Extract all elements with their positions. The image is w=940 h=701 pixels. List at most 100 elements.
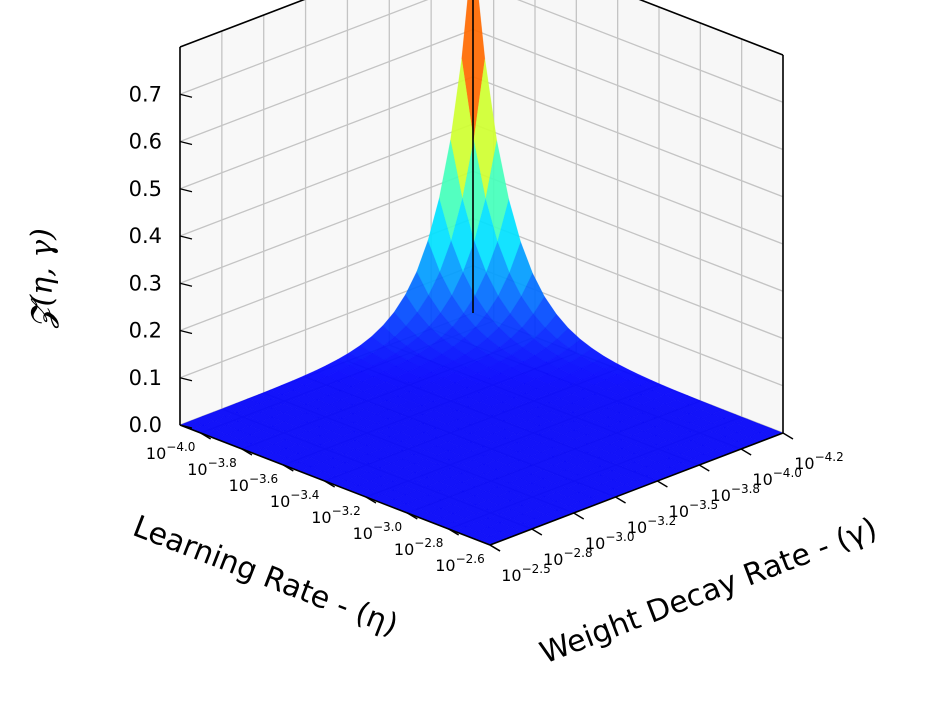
surface-cell <box>331 444 357 455</box>
surface-cell <box>589 483 615 494</box>
surface-cell <box>352 418 378 428</box>
tick-mark <box>698 464 710 472</box>
surface-cell <box>416 239 441 296</box>
surface-cell <box>633 448 658 459</box>
surface-cell <box>236 416 262 427</box>
wall-grid-z <box>472 76 784 198</box>
surface-cell <box>387 414 413 424</box>
surface-cell <box>550 434 576 444</box>
surface-cell <box>654 422 680 432</box>
surface-cell <box>520 272 545 315</box>
surface-cell <box>305 399 330 410</box>
surface-cell <box>428 271 453 314</box>
surface-cell <box>436 450 462 461</box>
z-tick-label: 0.5 <box>129 177 162 201</box>
surface-cell <box>386 405 412 415</box>
surface-cell <box>303 380 329 391</box>
surface-cell <box>401 454 427 465</box>
surface-cell <box>460 468 486 479</box>
wall-grid-z <box>472 217 784 340</box>
x-tick-label: 10−3.6 <box>229 472 278 495</box>
surface-cell <box>284 435 310 445</box>
surface-cell <box>388 432 414 442</box>
surface-cell <box>476 354 501 368</box>
surface-cell <box>592 368 618 381</box>
surface-cell <box>367 458 393 469</box>
z-tick-label: 0.0 <box>129 413 162 437</box>
y-tick-label: 10−2.5 <box>501 562 551 585</box>
surface-cell <box>520 500 546 511</box>
surface-cell <box>454 377 479 389</box>
tick-mark <box>282 464 294 472</box>
y-tick-label: 10−3.5 <box>669 498 719 521</box>
surface-cell <box>543 492 569 502</box>
surface-cell <box>366 449 392 460</box>
surface-cell <box>419 382 445 393</box>
surface-cell <box>413 459 439 469</box>
surface-cell <box>582 384 607 395</box>
surface-cell <box>536 402 562 413</box>
surface-cell <box>296 439 322 450</box>
surface-cell <box>473 491 499 501</box>
surface-cell <box>369 485 395 495</box>
surface-cell <box>483 460 509 470</box>
surface-cell <box>611 475 637 485</box>
surface-cell <box>435 441 461 452</box>
surface-cell <box>505 442 531 453</box>
surface-cell <box>414 468 440 478</box>
y-tick-label: 10−4.0 <box>752 466 802 489</box>
surface-cell <box>606 403 632 414</box>
surface-cell <box>584 412 609 422</box>
tick-mark <box>179 93 193 98</box>
surface-cell <box>515 429 541 439</box>
surface-cell <box>473 58 498 200</box>
surface-cell <box>391 476 417 487</box>
surface-cell <box>318 431 344 441</box>
wall-grid-z <box>517 0 784 103</box>
surface-cell <box>283 417 309 427</box>
surface-cell <box>632 439 658 450</box>
surface-cell <box>468 410 493 421</box>
surface-cell <box>551 443 577 453</box>
tick-mark <box>179 140 193 146</box>
surface-cell <box>667 444 693 455</box>
surface-cell <box>470 437 495 448</box>
tick-mark <box>573 512 585 520</box>
surface-cell <box>580 348 605 364</box>
surface-cell <box>448 455 474 465</box>
surface-cell <box>439 495 465 505</box>
y-axis-line <box>489 432 784 546</box>
surface-cell <box>446 437 472 447</box>
surface-cell <box>735 418 761 429</box>
surface-cell <box>269 384 295 396</box>
surface-cell <box>285 444 311 454</box>
surface-cell <box>434 432 460 443</box>
surface-cell <box>610 457 636 467</box>
tick-mark <box>179 424 193 429</box>
surface-cell <box>248 421 274 431</box>
tick-mark <box>531 528 543 536</box>
surface-cell <box>395 359 420 373</box>
surface-cell <box>365 431 391 442</box>
surface-cell <box>453 366 479 379</box>
surface-cell <box>530 469 556 480</box>
surface-cell <box>349 359 374 372</box>
surface-cell <box>510 327 535 348</box>
surface-cell <box>403 481 429 491</box>
surface-cell <box>666 435 692 446</box>
surface-cell <box>541 465 567 475</box>
x-tick-label: 10−3.0 <box>353 520 403 543</box>
surface-cell <box>507 469 533 479</box>
tick-mark <box>740 448 752 456</box>
z-tick-label: 0.6 <box>129 130 162 154</box>
surface-cell <box>202 420 228 431</box>
tick-mark <box>324 480 336 488</box>
wall-grid-z <box>179 170 474 284</box>
wall-grid-z <box>179 28 474 143</box>
surface-cell <box>283 426 309 436</box>
surface-cell <box>508 487 534 497</box>
x-tick-label: 10−4.0 <box>146 440 196 463</box>
surface-cell <box>354 436 379 446</box>
surface-cell <box>688 409 713 419</box>
surface-cell <box>563 447 589 458</box>
